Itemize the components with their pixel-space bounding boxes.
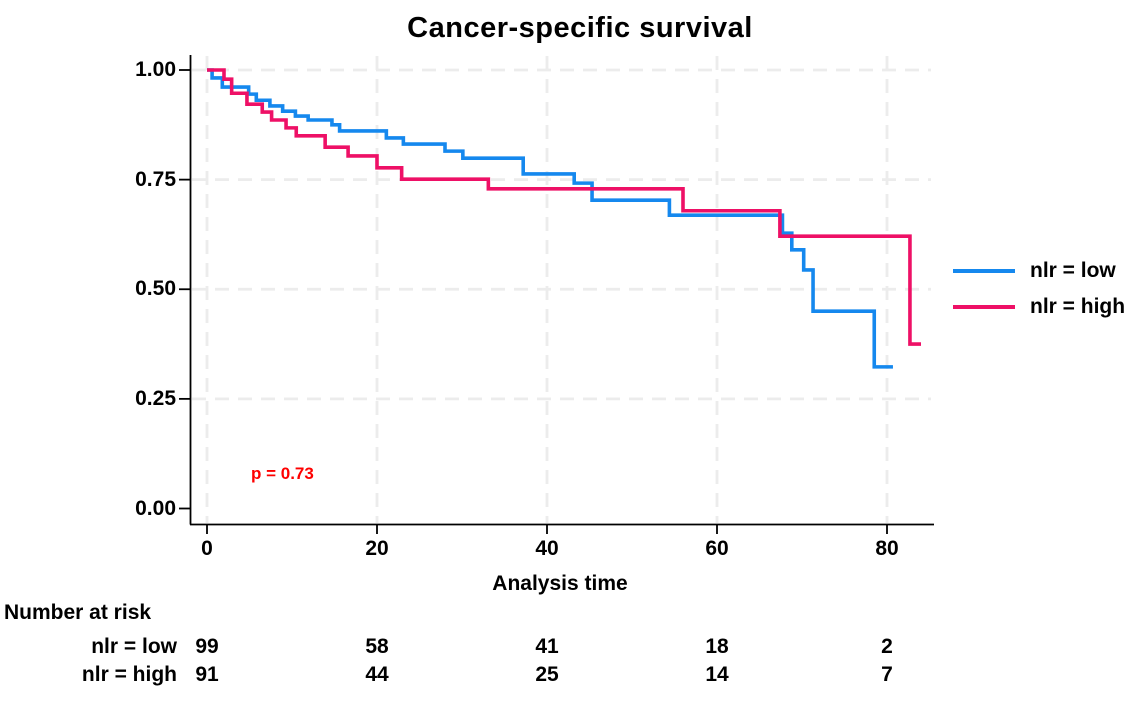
legend-line-nlr-low (953, 269, 1015, 273)
km-curve-nlr-low (207, 68, 893, 369)
risk-value: 7 (881, 663, 893, 686)
legend-label-nlr-low: nlr = low (1030, 259, 1116, 282)
x-axis-title: Analysis time (492, 572, 628, 595)
y-tick-label: 0.00 (135, 497, 176, 520)
risk-row-label-nlr-low: nlr = low (91, 635, 177, 658)
chart-title: Cancer-specific survival (407, 12, 753, 44)
risk-value: 18 (705, 635, 729, 658)
legend-label-nlr-high: nlr = high (1030, 295, 1126, 318)
y-tick-label: 0.75 (135, 168, 176, 191)
y-tick-label: 1.00 (135, 58, 176, 81)
x-tick-label: 60 (705, 537, 729, 560)
x-tick-label: 0 (201, 537, 213, 560)
risk-row-label-nlr-high: nlr = high (81, 663, 177, 686)
km-curve-nlr-high (207, 68, 921, 346)
risk-value: 2 (881, 635, 893, 658)
risk-value: 44 (365, 663, 389, 686)
pvalue-annotation: p = 0.73 (251, 464, 314, 483)
risk-value: 99 (195, 635, 219, 658)
y-tick-label: 0.50 (135, 277, 176, 300)
risk-value: 41 (535, 635, 559, 658)
y-tick-label: 0.25 (135, 387, 176, 410)
risk-table-header: Number at risk (4, 601, 152, 624)
risk-value: 58 (365, 635, 389, 658)
risk-value: 91 (195, 663, 219, 686)
risk-value: 25 (535, 663, 559, 686)
x-tick-label: 20 (365, 537, 389, 560)
legend-line-nlr-high (953, 305, 1015, 309)
x-tick-label: 40 (535, 537, 559, 560)
x-tick-label: 80 (875, 537, 899, 560)
risk-value: 14 (705, 663, 729, 686)
